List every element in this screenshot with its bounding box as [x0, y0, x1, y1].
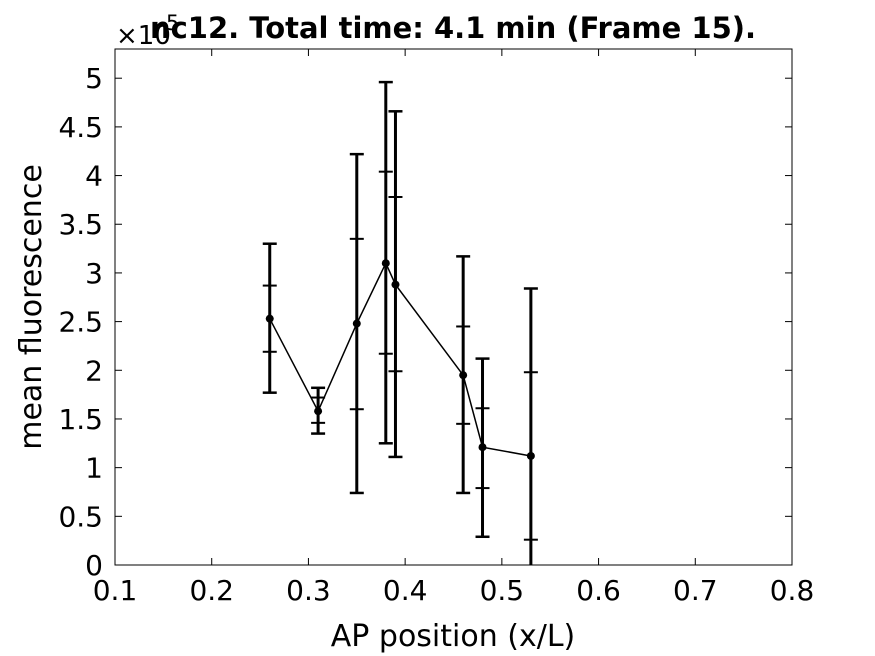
y-tick-label: 4: [85, 160, 103, 193]
x-tick-label: 0.6: [576, 574, 621, 607]
data-point: [314, 407, 323, 416]
x-axis-label: AP position (x/L): [331, 619, 576, 654]
data-point: [352, 319, 361, 328]
y-exponent-power: 5: [166, 11, 179, 35]
plot-area: [114, 48, 793, 566]
y-tick-label: 3.5: [58, 208, 103, 241]
series-layer: [262, 80, 538, 565]
y-tick-label: 5: [85, 62, 103, 95]
y-axis-label: mean fluorescence: [14, 164, 49, 450]
data-point: [381, 259, 390, 268]
y-tick-label: 2.5: [58, 306, 103, 339]
x-tick-label: 0.7: [673, 574, 718, 607]
x-tick-label: 0.2: [189, 574, 234, 607]
y-tick-label: 1.5: [58, 403, 103, 436]
data-point: [391, 280, 400, 289]
y-exponent-multiplier: ×10: [116, 21, 171, 51]
y-tick-label: 3: [85, 257, 103, 290]
data-point: [459, 371, 468, 380]
data-point: [526, 451, 535, 460]
x-tick-label: 0.1: [93, 574, 138, 607]
y-tick-label: 0: [85, 549, 103, 582]
x-tick-label: 0.4: [383, 574, 428, 607]
data-point: [478, 443, 487, 452]
data-point: [265, 314, 274, 323]
y-tick-label: 0.5: [58, 500, 103, 533]
y-tick-label: 2: [85, 354, 103, 387]
y-tick-label: 4.5: [58, 111, 103, 144]
chart-title: nc12. Total time: 4.1 min (Frame 15).: [150, 11, 756, 45]
x-tick-label: 0.3: [286, 574, 331, 607]
y-tick-label: 1: [85, 452, 103, 485]
y-axis: 0 0.5 1 1.5 2 2.5 3 3.5 4 4.5 5: [58, 62, 792, 582]
x-tick-label: 0.5: [480, 574, 525, 607]
x-tick-label: 0.8: [770, 574, 815, 607]
x-axis: 0.1 0.2 0.3 0.4 0.5 0.6 0.7 0.8: [93, 49, 815, 607]
